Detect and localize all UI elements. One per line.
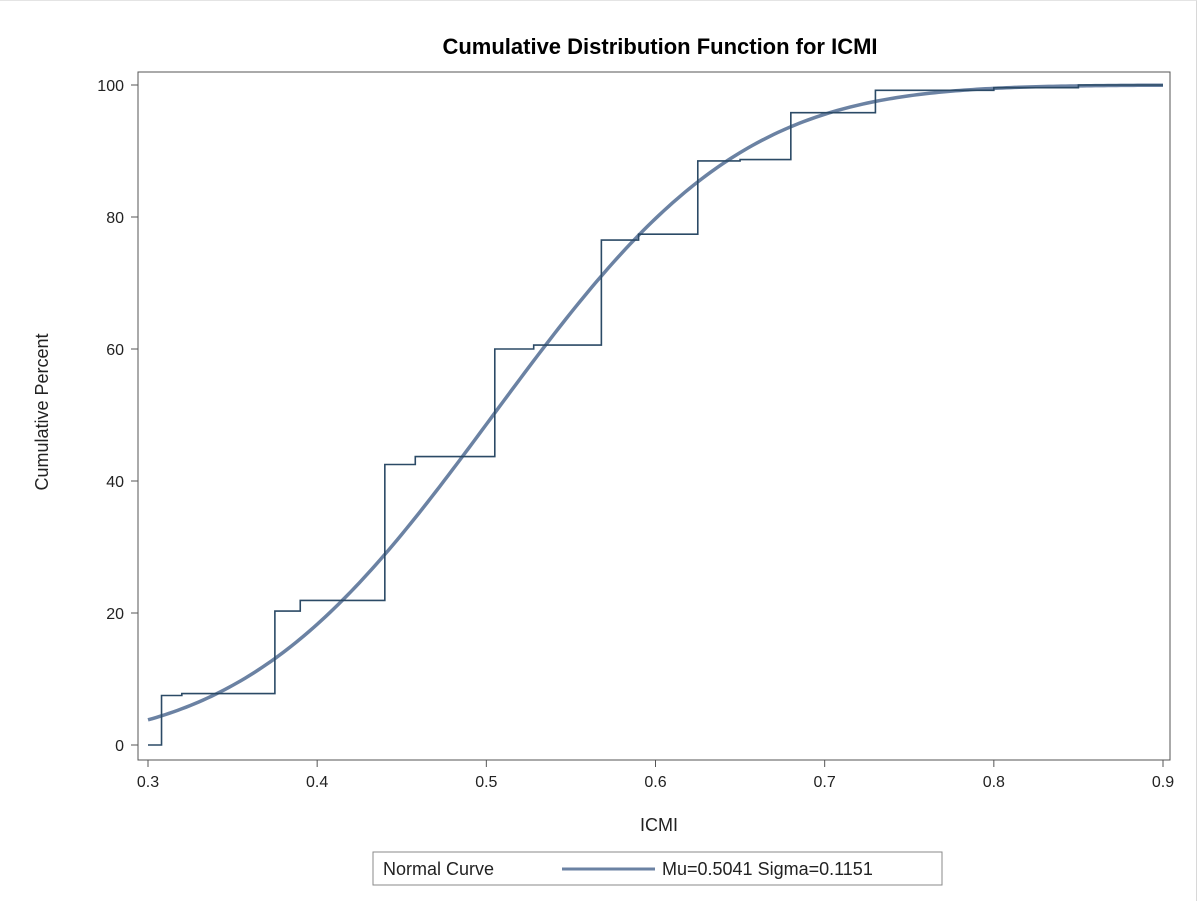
x-tick-label: 0.4 <box>306 774 328 791</box>
x-tick-label: 0.3 <box>137 774 159 791</box>
series-layer <box>147 83 1164 746</box>
y-axis-label: Cumulative Percent <box>32 333 52 490</box>
normal-curve-line <box>147 83 1164 722</box>
y-tick-label: 80 <box>106 210 124 227</box>
x-tick-label: 0.6 <box>644 774 666 791</box>
legend-box <box>372 851 943 886</box>
chart-title: Cumulative Distribution Function for ICM… <box>442 34 877 59</box>
y-tick-label: 40 <box>106 474 124 491</box>
plot-area <box>137 71 1171 761</box>
y-tick-label: 60 <box>106 342 124 359</box>
x-tick-label: 0.7 <box>814 774 836 791</box>
y-tick-label: 20 <box>106 606 124 623</box>
x-axis-label: ICMI <box>640 815 678 835</box>
legend: Normal Curve Mu=0.5041 Sigma=0.1151 <box>372 851 943 886</box>
x-tick-label: 0.5 <box>475 774 497 791</box>
axis-ticks: 0.3 0.4 0.5 0.6 0.7 0.8 0.9 0 20 40 60 80 100 <box>97 78 1174 791</box>
y-tick-label: 0 <box>115 738 124 755</box>
legend-title: Normal Curve <box>383 859 494 879</box>
legend-entry: Mu=0.5041 Sigma=0.1151 <box>662 859 873 879</box>
empirical-cdf-line <box>148 84 1163 746</box>
y-tick-label: 100 <box>97 78 124 95</box>
x-tick-label: 0.9 <box>1152 774 1174 791</box>
x-tick-label: 0.8 <box>983 774 1005 791</box>
